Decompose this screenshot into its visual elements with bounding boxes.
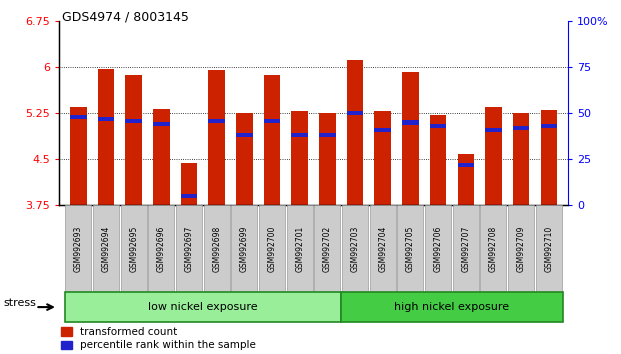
Text: GSM992710: GSM992710 (545, 225, 553, 272)
Text: GSM992707: GSM992707 (461, 225, 470, 272)
Bar (430, 124, 446, 128)
FancyBboxPatch shape (342, 205, 368, 292)
Bar (291, 133, 308, 137)
Bar (209, 119, 225, 123)
Bar (458, 154, 474, 205)
FancyBboxPatch shape (120, 205, 147, 292)
FancyBboxPatch shape (287, 205, 313, 292)
Text: GSM992698: GSM992698 (212, 225, 221, 272)
FancyBboxPatch shape (508, 205, 534, 292)
Bar (402, 72, 419, 205)
Text: GSM992705: GSM992705 (406, 225, 415, 272)
Bar (181, 194, 197, 198)
Text: GSM992699: GSM992699 (240, 225, 249, 272)
FancyBboxPatch shape (176, 205, 202, 292)
Bar (153, 122, 170, 126)
FancyBboxPatch shape (342, 292, 563, 322)
Text: low nickel exposure: low nickel exposure (148, 302, 258, 312)
Text: GSM992706: GSM992706 (433, 225, 443, 272)
FancyBboxPatch shape (536, 205, 562, 292)
Text: GSM992694: GSM992694 (102, 225, 111, 272)
FancyBboxPatch shape (453, 205, 479, 292)
Bar (209, 70, 225, 205)
Bar (374, 128, 391, 132)
Bar (97, 117, 114, 121)
Text: GSM992709: GSM992709 (517, 225, 525, 272)
Text: GSM992697: GSM992697 (184, 225, 194, 272)
Text: GSM992701: GSM992701 (295, 225, 304, 272)
Bar (236, 113, 253, 205)
Text: GSM992696: GSM992696 (157, 225, 166, 272)
Text: high nickel exposure: high nickel exposure (394, 302, 510, 312)
Bar (181, 163, 197, 205)
Bar (153, 109, 170, 205)
FancyBboxPatch shape (425, 205, 451, 292)
Bar (347, 111, 363, 115)
Bar (97, 69, 114, 205)
Legend: transformed count, percentile rank within the sample: transformed count, percentile rank withi… (61, 327, 256, 350)
Text: GSM992700: GSM992700 (268, 225, 276, 272)
Bar (485, 128, 502, 132)
Bar (402, 120, 419, 125)
Bar (236, 133, 253, 137)
FancyBboxPatch shape (232, 205, 258, 292)
Text: GSM992708: GSM992708 (489, 225, 498, 272)
Text: GSM992695: GSM992695 (129, 225, 138, 272)
Text: GSM992702: GSM992702 (323, 225, 332, 272)
Bar (485, 107, 502, 205)
Text: GSM992693: GSM992693 (74, 225, 83, 272)
FancyBboxPatch shape (481, 205, 507, 292)
Bar (458, 163, 474, 167)
Bar (70, 115, 87, 119)
Bar (264, 119, 281, 123)
FancyBboxPatch shape (148, 205, 175, 292)
FancyBboxPatch shape (65, 292, 342, 322)
FancyBboxPatch shape (314, 205, 340, 292)
Bar (513, 113, 530, 205)
Bar (347, 60, 363, 205)
FancyBboxPatch shape (259, 205, 285, 292)
Bar (319, 133, 336, 137)
Text: stress: stress (3, 298, 36, 308)
FancyBboxPatch shape (93, 205, 119, 292)
Bar (70, 107, 87, 205)
Bar (319, 113, 336, 205)
Bar (264, 75, 281, 205)
Bar (540, 110, 557, 205)
Bar (540, 124, 557, 128)
Bar (430, 115, 446, 205)
FancyBboxPatch shape (65, 205, 91, 292)
FancyBboxPatch shape (369, 205, 396, 292)
Bar (125, 75, 142, 205)
Bar (291, 111, 308, 205)
Bar (374, 111, 391, 205)
Text: GDS4974 / 8003145: GDS4974 / 8003145 (62, 11, 189, 24)
FancyBboxPatch shape (397, 205, 424, 292)
Text: GSM992704: GSM992704 (378, 225, 388, 272)
Bar (513, 126, 530, 130)
FancyBboxPatch shape (204, 205, 230, 292)
Text: GSM992703: GSM992703 (351, 225, 360, 272)
Bar (125, 119, 142, 123)
